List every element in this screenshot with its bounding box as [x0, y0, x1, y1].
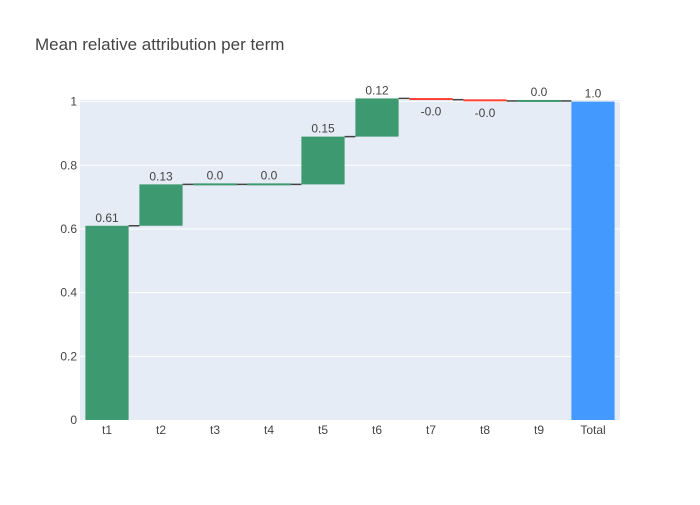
- y-tick-label: 0.8: [60, 158, 77, 172]
- bar-t4: [247, 183, 291, 186]
- x-tick-label: t5: [318, 423, 328, 437]
- data-label-t8: -0.0: [475, 106, 496, 120]
- data-label-t7: -0.0: [421, 105, 442, 119]
- data-label-t6: 0.12: [365, 83, 389, 97]
- data-label-t1: 0.61: [95, 211, 119, 225]
- chart-title: Mean relative attribution per term: [35, 35, 284, 54]
- data-labels: 0.61 0.13 0.0 0.0 0.15 0.12 -0.0 -0.0 0.0 1.0: [95, 83, 601, 224]
- y-tick-label: 1: [70, 95, 77, 109]
- bar-t7: [409, 98, 453, 101]
- bar-t8: [463, 99, 507, 102]
- x-tick-label: t6: [372, 423, 382, 437]
- y-axis-ticks: 0 0.2 0.4 0.6 0.8 1: [60, 95, 77, 427]
- bar-total: [571, 101, 615, 420]
- bar-t1: [85, 225, 129, 420]
- x-tick-label: t7: [426, 423, 436, 437]
- x-tick-label: t2: [156, 423, 166, 437]
- data-label-t3: 0.0: [207, 168, 224, 182]
- y-tick-label: 0.6: [60, 222, 77, 236]
- data-label-t4: 0.0: [261, 168, 278, 182]
- x-tick-label: t9: [534, 423, 544, 437]
- bars: [85, 98, 615, 420]
- bar-t2: [139, 184, 183, 226]
- x-tick-label: t8: [480, 423, 490, 437]
- gridlines: [80, 101, 620, 357]
- data-label-t2: 0.13: [149, 169, 173, 183]
- data-label-total: 1.0: [585, 87, 602, 101]
- y-tick-label: 0.4: [60, 286, 77, 300]
- y-tick-label: 0.2: [60, 349, 77, 363]
- bar-t5: [301, 136, 345, 185]
- x-axis-ticks: t1 t2 t3 t4 t5 t6 t7 t8 t9 Total: [102, 423, 606, 437]
- x-tick-label: t3: [210, 423, 220, 437]
- connectors: [128, 97, 572, 227]
- plot-background: [80, 100, 620, 420]
- x-tick-label: t4: [264, 423, 274, 437]
- bar-t3: [193, 183, 237, 186]
- bar-t9: [517, 99, 561, 102]
- bar-t6: [355, 98, 399, 137]
- data-label-t5: 0.15: [311, 122, 335, 136]
- data-label-t9: 0.0: [531, 85, 548, 99]
- y-tick-label: 0: [70, 413, 77, 427]
- x-tick-label: Total: [580, 423, 605, 437]
- x-tick-label: t1: [102, 423, 112, 437]
